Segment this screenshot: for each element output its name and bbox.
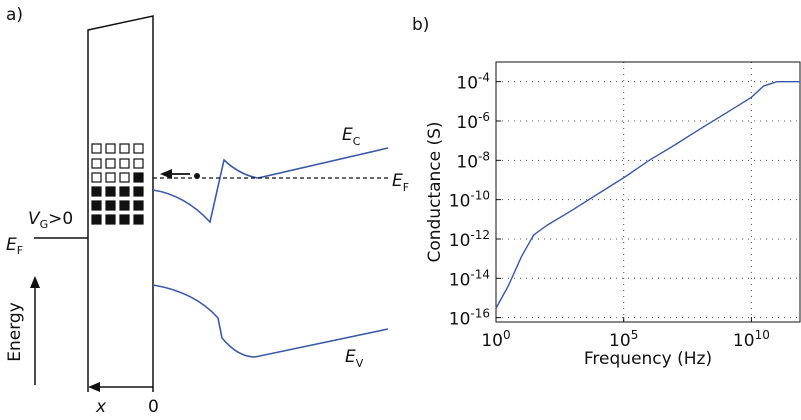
arrowhead [88, 382, 100, 392]
ef-right-label: EF [392, 171, 409, 194]
y-tick-label: 10-4 [456, 71, 490, 94]
zero-label: 0 [148, 397, 159, 417]
y-tick-label: 10-6 [456, 110, 490, 133]
arrowhead [30, 276, 40, 288]
x-tick-label: 105 [609, 328, 638, 351]
vg-label: VG>0 [28, 209, 73, 231]
y-tick-label: 10-16 [449, 307, 490, 330]
data-line [495, 80, 800, 309]
states [91, 143, 144, 225]
oxide-barrier [87, 15, 154, 392]
y-tick-label: 10-8 [456, 149, 490, 172]
y-tick-label: 10-10 [449, 189, 490, 212]
plot-frame [495, 61, 801, 323]
y-tick-label: 10-14 [449, 267, 490, 290]
energy-label: Energy [5, 302, 25, 362]
arrowhead [160, 169, 172, 179]
x-tick-label: 1010 [733, 328, 770, 351]
x-label: x [95, 397, 107, 417]
y-tick-label: 10-12 [449, 228, 490, 251]
conduction-band [152, 147, 389, 224]
panel-label: b) [412, 15, 429, 35]
y-axis-title: Conductance (S) [425, 121, 445, 262]
x-tick-label: 100 [481, 328, 510, 351]
ec-label: EC [342, 125, 361, 148]
ef-left-label: EF [6, 235, 23, 257]
x-axis-title: Frequency (Hz) [584, 349, 712, 369]
electron [194, 173, 200, 179]
panel-label: a) [6, 5, 23, 25]
ev-label: EV [345, 347, 364, 370]
valence-band [152, 284, 389, 358]
